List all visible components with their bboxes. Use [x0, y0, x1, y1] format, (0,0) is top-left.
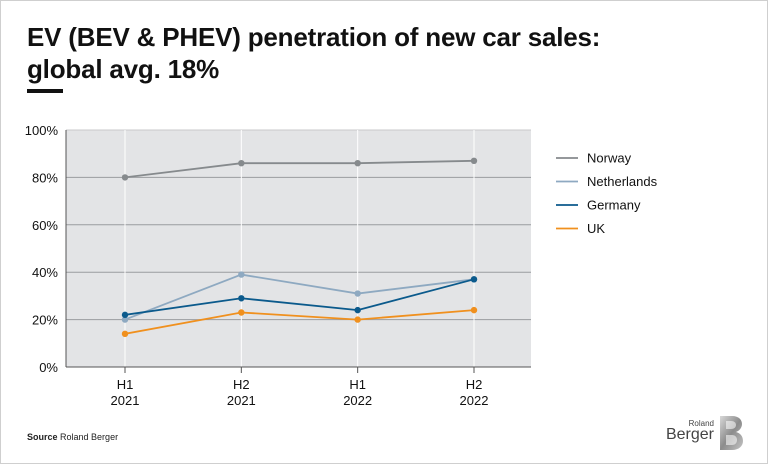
data-point-netherlands [354, 290, 361, 297]
legend-label-uk: UK [587, 221, 605, 236]
data-point-uk [121, 330, 129, 338]
series-line-norway [124, 159, 475, 179]
legend-label-germany: Germany [587, 198, 641, 213]
x-tick-label: 2022 [460, 393, 489, 408]
x-tick-label: H1 [349, 377, 366, 392]
title-line-2: global avg. 18% [27, 54, 220, 84]
brand-large-text: Berger [665, 426, 714, 443]
source-label: Source [27, 432, 58, 442]
y-tick-label: 0% [39, 360, 58, 375]
data-point-uk [238, 309, 245, 316]
data-point-netherlands [238, 271, 245, 278]
series-line-uk [124, 309, 475, 335]
data-point-germany [354, 306, 361, 314]
data-point-uk [470, 306, 478, 314]
y-tick-label: 40% [32, 265, 58, 280]
brand-small-text: Roland [688, 419, 714, 428]
data-point-norway [470, 157, 478, 165]
chart-title: EV (BEV & PHEV) penetration of new car s… [27, 21, 627, 85]
brand-b-mark-icon [720, 416, 743, 450]
roland-berger-logo: Roland Berger [666, 415, 744, 451]
x-tick-label: 2022 [343, 393, 372, 408]
data-point-norway [121, 174, 129, 181]
source-text: Roland Berger [60, 432, 119, 442]
x-tick-label: H1 [117, 377, 134, 392]
title-line-1: EV (BEV & PHEV) penetration of new car s… [27, 22, 601, 52]
title-underline [27, 89, 63, 93]
series-line-netherlands [124, 273, 475, 321]
x-tick-label: 2021 [111, 393, 140, 408]
plot-area [66, 130, 531, 367]
data-point-germany [470, 276, 478, 283]
data-point-norway [354, 159, 361, 167]
legend-label-norway: Norway [587, 151, 632, 166]
data-point-norway [238, 159, 245, 167]
data-point-netherlands [121, 316, 129, 323]
legend-label-netherlands: Netherlands [587, 174, 658, 189]
y-tick-label: 100% [25, 123, 59, 138]
series-line-germany [124, 278, 475, 316]
data-point-germany [121, 311, 129, 319]
source-note: Source Roland Berger [27, 432, 118, 442]
x-tick-label: 2021 [227, 393, 256, 408]
data-point-germany [238, 295, 245, 302]
x-tick-label: H2 [466, 377, 483, 392]
y-tick-label: 60% [32, 218, 58, 233]
y-tick-label: 20% [32, 313, 58, 328]
data-point-uk [354, 316, 361, 323]
x-tick-label: H2 [233, 377, 250, 392]
y-tick-label: 80% [32, 170, 58, 185]
